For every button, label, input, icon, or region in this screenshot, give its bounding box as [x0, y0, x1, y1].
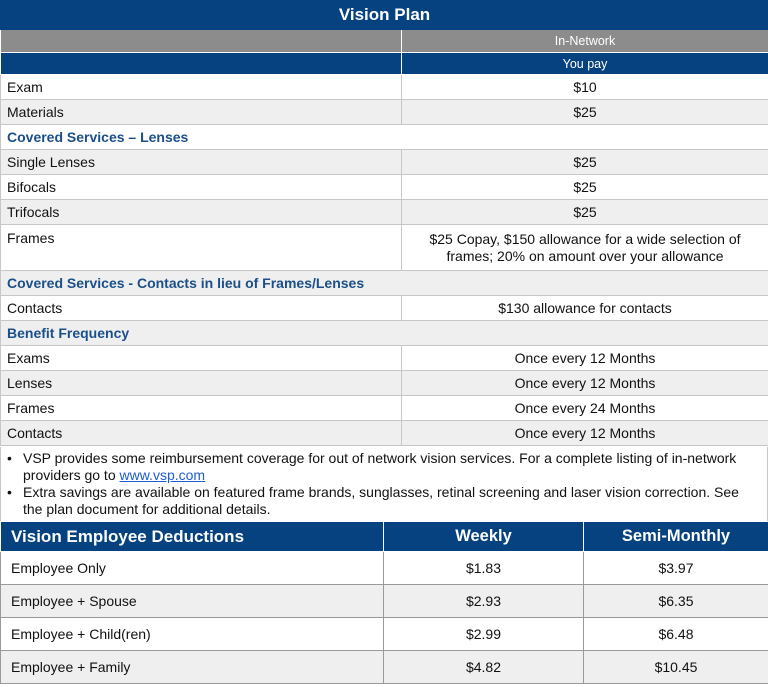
- table-row: Exam $10: [0, 74, 768, 100]
- you-pay-label: You pay: [400, 52, 768, 75]
- row-value: $25: [400, 99, 768, 125]
- tier-label: Employee + Spouse: [0, 584, 384, 618]
- table-row: Frames $25 Copay, $150 allowance for a w…: [0, 224, 768, 271]
- col-semimonthly-header: Semi-Monthly: [583, 521, 768, 552]
- row-value: $10: [400, 74, 768, 100]
- table-row: Frames Once every 24 Months: [0, 395, 768, 421]
- you-pay-header-row: You pay: [0, 52, 768, 75]
- table-row: Bifocals $25: [0, 174, 768, 200]
- row-label: Bifocals: [0, 174, 402, 200]
- section-title-contacts: Covered Services - Contacts in lieu of F…: [0, 270, 768, 296]
- deductions-title: Vision Employee Deductions: [0, 521, 384, 552]
- section-title-lenses: Covered Services – Lenses: [0, 124, 768, 150]
- table-row: Exams Once every 12 Months: [0, 345, 768, 371]
- tier-label: Employee Only: [0, 551, 384, 585]
- table-row: Contacts $130 allowance for contacts: [0, 295, 768, 321]
- note-item: • VSP provides some reimbursement covera…: [7, 450, 759, 484]
- vision-plan-table: Vision Plan In-Network You pay Exam $10 …: [0, 0, 768, 446]
- table-row: Materials $25: [0, 99, 768, 125]
- weekly-value: $2.93: [383, 584, 584, 618]
- frames-value-line1: $25 Copay, $150 allowance for a wide sel…: [429, 230, 741, 247]
- row-value: $25: [400, 174, 768, 200]
- row-label: Contacts: [0, 295, 402, 321]
- bullet-icon: •: [7, 484, 12, 500]
- note-text: VSP provides some reimbursement coverage…: [23, 450, 737, 483]
- row-label: Trifocals: [0, 199, 402, 225]
- row-value: $25: [400, 149, 768, 175]
- row-value: Once every 12 Months: [400, 370, 768, 396]
- table-row: Employee Only $1.83 $3.97: [0, 551, 768, 585]
- table-row: Contacts Once every 12 Months: [0, 420, 768, 446]
- bullet-icon: •: [7, 450, 12, 466]
- you-pay-header-blank: [0, 52, 402, 75]
- note-item: • Extra savings are available on feature…: [7, 484, 759, 518]
- semimonthly-value: $6.48: [583, 617, 768, 651]
- row-label: Single Lenses: [0, 149, 402, 175]
- row-label: Lenses: [0, 370, 402, 396]
- row-label: Exams: [0, 345, 402, 371]
- frames-value-line2: frames; 20% on amount over your allowanc…: [446, 247, 724, 264]
- plan-notes: • VSP provides some reimbursement covera…: [0, 447, 768, 521]
- weekly-value: $4.82: [383, 650, 584, 684]
- section-header-row: Covered Services - Contacts in lieu of F…: [0, 270, 768, 296]
- row-value: $130 allowance for contacts: [400, 295, 768, 321]
- row-value: Once every 12 Months: [400, 345, 768, 371]
- section-header-row: Covered Services – Lenses: [0, 124, 768, 150]
- section-header-row: Benefit Frequency: [0, 320, 768, 346]
- vision-plan-title-row: Vision Plan: [0, 0, 768, 30]
- section-title-frequency: Benefit Frequency: [0, 320, 768, 346]
- vision-plan-title: Vision Plan: [0, 0, 768, 30]
- network-header-blank: [0, 29, 402, 53]
- row-value: $25: [400, 199, 768, 225]
- table-row: Employee + Spouse $2.93 $6.35: [0, 584, 768, 618]
- table-row: Lenses Once every 12 Months: [0, 370, 768, 396]
- col-weekly-header: Weekly: [383, 521, 584, 552]
- deductions-header-row: Vision Employee Deductions Weekly Semi-M…: [0, 521, 768, 552]
- table-row: Employee + Family $4.82 $10.45: [0, 650, 768, 684]
- row-label: Materials: [0, 99, 402, 125]
- vsp-link[interactable]: www.vsp.com: [119, 467, 206, 483]
- weekly-value: $2.99: [383, 617, 584, 651]
- table-row: Trifocals $25: [0, 199, 768, 225]
- network-header-row: In-Network: [0, 29, 768, 53]
- semimonthly-value: $6.35: [583, 584, 768, 618]
- table-row: Single Lenses $25: [0, 149, 768, 175]
- row-label: Frames: [0, 395, 402, 421]
- network-label: In-Network: [400, 29, 768, 53]
- row-value: $25 Copay, $150 allowance for a wide sel…: [400, 224, 768, 271]
- weekly-value: $1.83: [383, 551, 584, 585]
- table-row: Employee + Child(ren) $2.99 $6.48: [0, 617, 768, 651]
- row-label: Contacts: [0, 420, 402, 446]
- semimonthly-value: $10.45: [583, 650, 768, 684]
- semimonthly-value: $3.97: [583, 551, 768, 585]
- row-value: Once every 24 Months: [400, 395, 768, 421]
- tier-label: Employee + Child(ren): [0, 617, 384, 651]
- tier-label: Employee + Family: [0, 650, 384, 684]
- deductions-table: Vision Employee Deductions Weekly Semi-M…: [0, 521, 768, 684]
- row-label: Exam: [0, 74, 402, 100]
- row-label: Frames: [0, 224, 402, 271]
- note-text: Extra savings are available on featured …: [23, 484, 739, 517]
- row-value: Once every 12 Months: [400, 420, 768, 446]
